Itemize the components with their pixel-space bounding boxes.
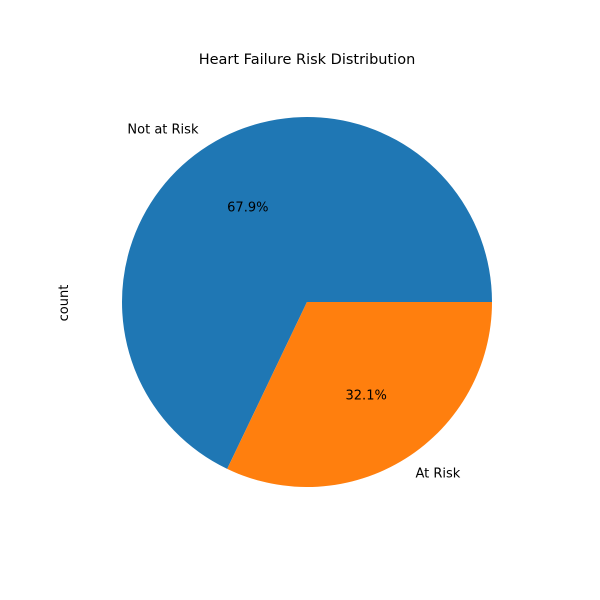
slice-category-label: Not at Risk <box>127 122 199 137</box>
slice-percent-label: 67.9% <box>227 201 268 216</box>
pie-slice-not-at-risk <box>122 117 492 469</box>
y-axis-label: count <box>57 285 72 322</box>
slice-category-label: At Risk <box>416 467 461 482</box>
pie-slice-at-risk <box>227 302 492 488</box>
slice-percent-label: 32.1% <box>346 388 387 403</box>
pie-slices <box>122 117 492 488</box>
chart-title: Heart Failure Risk Distribution <box>199 52 416 68</box>
pie-labels: Not at Risk 67.9% At Risk 32.1% <box>127 122 460 481</box>
